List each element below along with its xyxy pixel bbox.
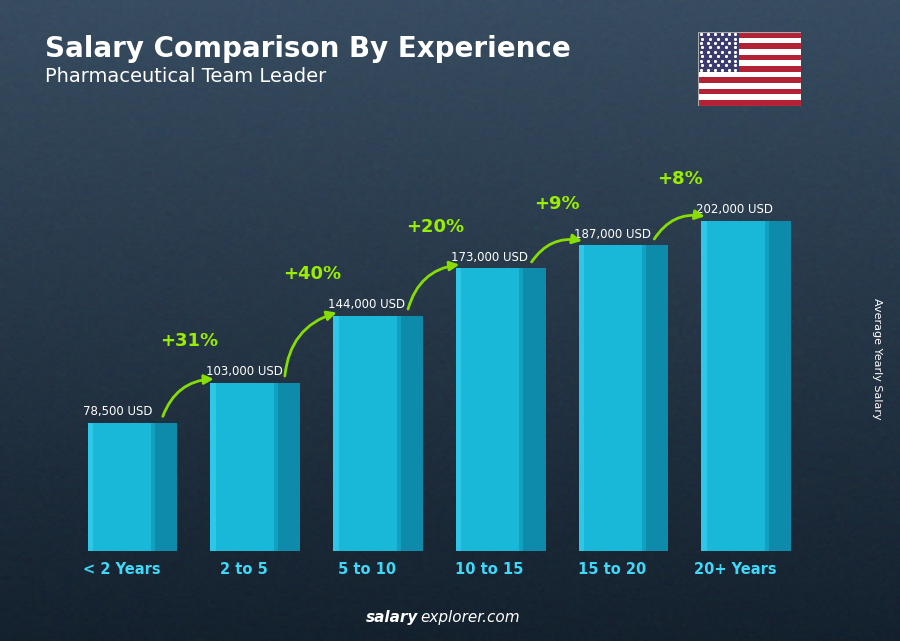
Bar — [698, 54, 801, 60]
Text: +31%: +31% — [160, 332, 219, 350]
Text: +9%: +9% — [535, 195, 581, 213]
Bar — [151, 423, 156, 551]
Text: +40%: +40% — [283, 265, 341, 283]
Bar — [456, 268, 462, 551]
Bar — [333, 315, 338, 551]
Bar — [579, 246, 646, 551]
FancyArrowPatch shape — [284, 312, 334, 376]
Bar — [211, 383, 278, 551]
FancyArrowPatch shape — [532, 235, 579, 262]
Bar — [698, 88, 801, 94]
Text: Pharmaceutical Team Leader: Pharmaceutical Team Leader — [45, 67, 326, 87]
Bar — [698, 72, 801, 78]
FancyArrowPatch shape — [654, 211, 702, 239]
FancyArrowPatch shape — [408, 262, 456, 309]
Polygon shape — [646, 246, 668, 551]
Bar — [88, 423, 155, 551]
Bar — [698, 49, 801, 54]
Bar — [579, 246, 584, 551]
Polygon shape — [524, 268, 545, 551]
Bar — [701, 221, 769, 551]
Text: 187,000 USD: 187,000 USD — [574, 228, 651, 240]
Bar — [333, 315, 400, 551]
Text: salary: salary — [366, 610, 418, 625]
Bar — [456, 268, 524, 551]
Bar — [698, 78, 801, 83]
Bar — [88, 423, 94, 551]
Bar — [698, 32, 739, 72]
Text: Average Yearly Salary: Average Yearly Salary — [872, 298, 883, 420]
Bar — [211, 383, 216, 551]
Bar — [701, 221, 706, 551]
Text: 173,000 USD: 173,000 USD — [451, 251, 528, 263]
Bar — [274, 383, 278, 551]
Bar — [519, 268, 524, 551]
Bar — [642, 246, 646, 551]
Text: 202,000 USD: 202,000 USD — [697, 203, 773, 216]
Bar — [698, 100, 801, 106]
Text: +20%: +20% — [406, 217, 464, 236]
Polygon shape — [278, 383, 300, 551]
Polygon shape — [769, 221, 791, 551]
Bar — [765, 221, 769, 551]
Bar — [698, 83, 801, 88]
Text: +8%: +8% — [657, 170, 703, 188]
Text: explorer.com: explorer.com — [420, 610, 520, 625]
Bar — [698, 94, 801, 100]
Polygon shape — [400, 315, 423, 551]
Polygon shape — [156, 423, 177, 551]
Bar — [397, 315, 400, 551]
FancyArrowPatch shape — [163, 376, 211, 416]
Bar — [698, 66, 801, 72]
Bar — [698, 60, 801, 66]
Bar — [698, 32, 801, 38]
Bar — [698, 44, 801, 49]
Text: 103,000 USD: 103,000 USD — [205, 365, 283, 378]
Text: Salary Comparison By Experience: Salary Comparison By Experience — [45, 35, 571, 63]
Text: 144,000 USD: 144,000 USD — [328, 298, 405, 311]
Bar — [698, 38, 801, 44]
Text: 78,500 USD: 78,500 USD — [83, 405, 152, 418]
